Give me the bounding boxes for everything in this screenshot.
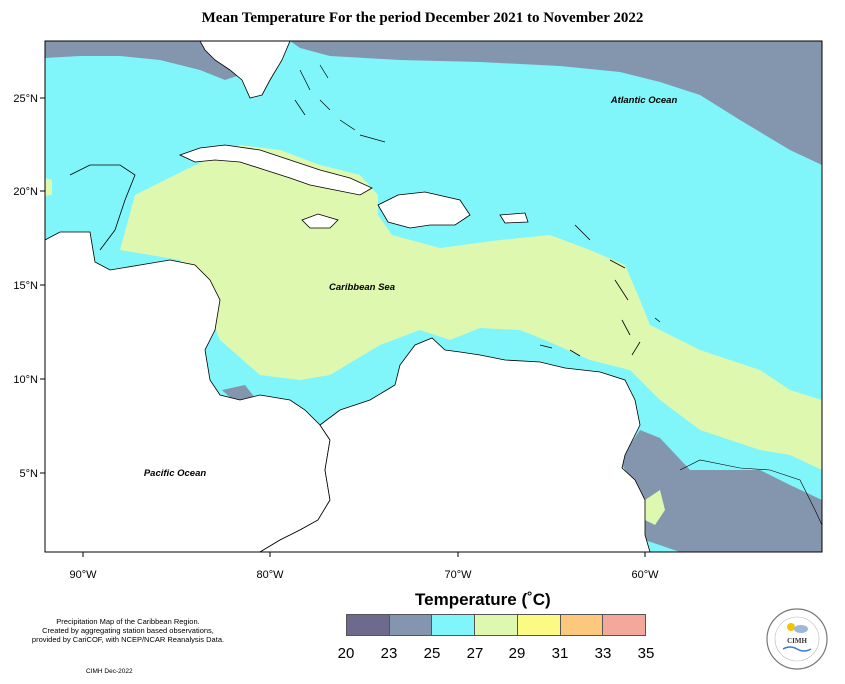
lat-tick-20: 20°N	[13, 186, 38, 198]
note-line-3: provided by CariCOF, with NCEP/NCAR Rean…	[31, 635, 225, 644]
logo-text: CIMH	[787, 637, 807, 645]
wave-icon	[782, 646, 812, 652]
legend-swatch-6	[560, 615, 604, 635]
note-line-1: Precipitation Map of the Caribbean Regio…	[56, 617, 200, 626]
land-jamaica	[301, 213, 339, 229]
label-caribbean-sea: Caribbean Sea	[329, 282, 395, 293]
map-notes: Precipitation Map of the Caribbean Regio…	[8, 617, 248, 644]
land-hispaniola	[377, 191, 471, 229]
label-pacific-ocean: Pacific Ocean	[144, 468, 207, 479]
zone-warm-gulf-edge	[45, 178, 52, 196]
land-puerto-rico	[499, 212, 529, 224]
legend-label: 33	[594, 645, 612, 662]
legend-swatch-2	[389, 615, 433, 635]
lat-tick-25: 25°N	[13, 93, 38, 105]
legend-label: 35	[637, 645, 655, 662]
lat-tick-15: 15°N	[13, 280, 38, 292]
zone-cool-panama	[222, 385, 255, 402]
legend-color-bar	[346, 614, 646, 636]
legend-swatch-1	[347, 615, 390, 635]
legend-labels: 20 23 25 27 29 31 33 35	[326, 645, 666, 663]
land-cuba	[178, 144, 373, 196]
legend-swatch-4	[475, 615, 518, 635]
lon-tick-90: 90°W	[69, 569, 97, 581]
legend-label: 25	[423, 645, 441, 662]
sun-icon	[787, 623, 795, 631]
legend-label: 29	[508, 645, 526, 662]
map-frame	[44, 40, 823, 553]
land-florida	[199, 41, 291, 99]
zone-cool-guiana	[620, 430, 822, 552]
land-bahamas	[294, 64, 386, 143]
lon-tick-marks	[82, 552, 646, 557]
legend-label: 27	[466, 645, 484, 662]
land-yucatan	[69, 164, 136, 251]
legend-swatch-5	[517, 615, 561, 635]
lon-tick-80: 80°W	[256, 569, 284, 581]
credit-text: CIMH Dec-2022	[86, 668, 133, 675]
note-line-2: Created by aggregating station based obs…	[42, 626, 214, 635]
legend-swatch-7	[603, 615, 646, 635]
land-south-america	[259, 337, 651, 552]
legend-label: 31	[551, 645, 569, 662]
lon-tick-70: 70°W	[444, 569, 472, 581]
label-atlantic-ocean: Atlantic Ocean	[610, 95, 678, 106]
cloud-icon	[794, 625, 808, 633]
lat-tick-10: 10°N	[13, 374, 38, 386]
legend-label: 23	[380, 645, 398, 662]
lat-tick-5: 5°N	[20, 468, 39, 480]
zone-cool-northeast	[290, 41, 822, 165]
zone-warm-caribbean	[120, 145, 822, 470]
lon-tick-60: 60°W	[631, 569, 659, 581]
land-lesser-antilles	[539, 224, 661, 357]
cimh-logo: CIMH	[766, 608, 828, 670]
legend-label: 20	[337, 645, 355, 662]
zone-warm-guiana-coast	[645, 490, 665, 525]
legend-swatch-3	[432, 615, 476, 635]
legend-title: Temperature (˚C)	[415, 590, 551, 609]
map-title: Mean Temperature For the period December…	[201, 10, 644, 26]
lat-tick-marks	[40, 97, 45, 474]
land-guiana-interior	[679, 459, 822, 526]
